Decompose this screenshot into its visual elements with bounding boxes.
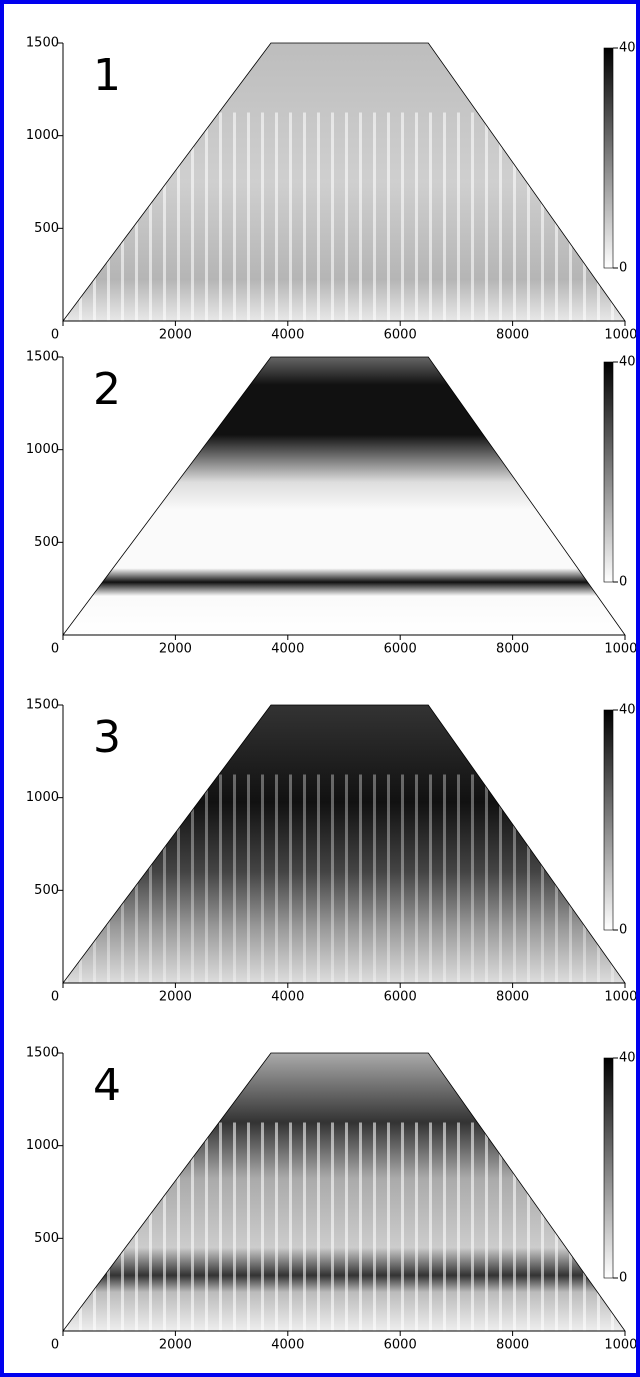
colorbar-tick-label: 0	[619, 1271, 627, 1286]
y-tick-label: 500	[34, 535, 59, 550]
heatmap-texture	[63, 774, 625, 983]
heatmap	[63, 705, 625, 983]
y-tick-label: 500	[34, 221, 59, 236]
x-tick-label: 10000	[604, 642, 636, 657]
colorbar-tick-label: 0	[619, 261, 627, 276]
y-tick-label: 1500	[26, 350, 59, 365]
colorbar	[603, 361, 614, 583]
heatmap	[63, 357, 625, 635]
x-tick-label: 4000	[271, 990, 304, 1005]
x-tick-label: 0	[51, 642, 59, 657]
x-tick-label: 6000	[384, 1338, 417, 1353]
colorbar	[603, 47, 614, 269]
panel-label: 2	[93, 364, 121, 415]
x-tick-label: 2000	[159, 990, 192, 1005]
x-tick-label: 0	[51, 1338, 59, 1353]
x-tick-label: 6000	[384, 328, 417, 343]
heatmap-texture	[63, 112, 625, 321]
x-tick-label: 4000	[271, 642, 304, 657]
colorbar-tick-label: 40	[619, 1051, 636, 1066]
y-tick-label: 1500	[26, 36, 59, 51]
x-tick-label: 0	[51, 328, 59, 343]
x-tick-label: 10000	[604, 328, 636, 343]
panel-label: 1	[93, 50, 121, 101]
y-tick-label: 1000	[26, 442, 59, 457]
panel-label: 4	[93, 1060, 121, 1111]
y-tick-label: 1000	[26, 128, 59, 143]
x-tick-label: 4000	[271, 1338, 304, 1353]
panel-label: 3	[93, 712, 121, 763]
colorbar	[603, 709, 614, 931]
x-tick-label: 10000	[604, 990, 636, 1005]
x-tick-label: 8000	[496, 1338, 529, 1353]
x-tick-label: 8000	[496, 328, 529, 343]
heatmap-fill	[63, 357, 625, 635]
colorbar-tick-label: 0	[619, 575, 627, 590]
x-tick-label: 6000	[384, 642, 417, 657]
x-tick-label: 2000	[159, 328, 192, 343]
x-tick-label: 0	[51, 990, 59, 1005]
y-tick-label: 1000	[26, 790, 59, 805]
x-tick-label: 4000	[271, 328, 304, 343]
colorbar-tick-label: 40	[619, 355, 636, 370]
y-tick-label: 1000	[26, 1138, 59, 1153]
heatmap	[63, 43, 625, 321]
heatmap	[63, 1053, 625, 1331]
y-tick-label: 1500	[26, 1046, 59, 1061]
y-tick-label: 1500	[26, 698, 59, 713]
heatmap-texture	[63, 1122, 625, 1331]
x-tick-label: 10000	[604, 1338, 636, 1353]
x-tick-label: 2000	[159, 642, 192, 657]
x-tick-label: 8000	[496, 642, 529, 657]
x-tick-label: 2000	[159, 1338, 192, 1353]
colorbar-tick-label: 40	[619, 41, 636, 56]
y-tick-label: 500	[34, 883, 59, 898]
colorbar-tick-label: 40	[619, 703, 636, 718]
y-tick-label: 500	[34, 1231, 59, 1246]
colorbar	[603, 1057, 614, 1279]
x-tick-label: 6000	[384, 990, 417, 1005]
x-tick-label: 8000	[496, 990, 529, 1005]
colorbar-tick-label: 0	[619, 923, 627, 938]
figure: 1500100015000200040006000800010000040250…	[26, 36, 636, 1353]
